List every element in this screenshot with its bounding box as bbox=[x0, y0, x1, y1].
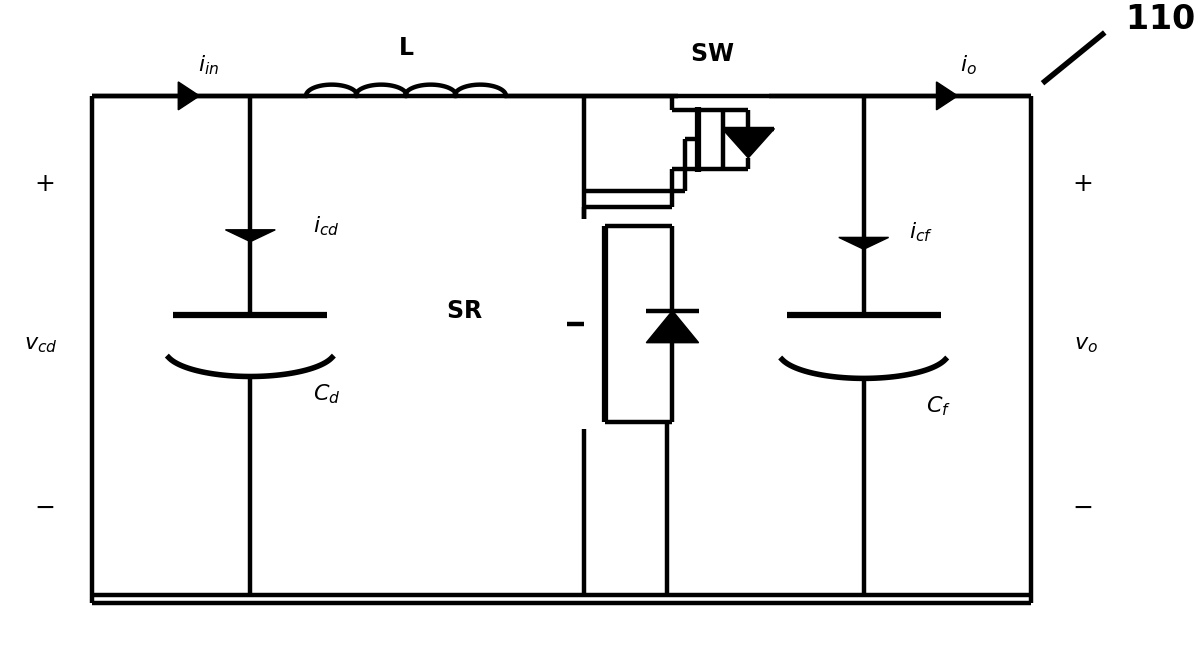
Text: $+$: $+$ bbox=[35, 173, 55, 196]
Text: $\mathbf{SR}$: $\mathbf{SR}$ bbox=[446, 299, 483, 323]
Polygon shape bbox=[646, 310, 698, 343]
Polygon shape bbox=[839, 237, 889, 250]
Text: $-$: $-$ bbox=[35, 496, 55, 519]
Text: $i_o$: $i_o$ bbox=[961, 54, 978, 77]
Text: $+$: $+$ bbox=[1072, 173, 1093, 196]
Text: $v_{cd}$: $v_{cd}$ bbox=[24, 333, 58, 355]
Polygon shape bbox=[722, 128, 774, 158]
Text: $\mathbf{SW}$: $\mathbf{SW}$ bbox=[690, 42, 734, 66]
Text: $i_{in}$: $i_{in}$ bbox=[198, 54, 219, 77]
Polygon shape bbox=[937, 82, 957, 110]
Text: $-$: $-$ bbox=[1072, 496, 1093, 519]
Text: $C_f$: $C_f$ bbox=[926, 395, 951, 419]
Text: $i_{cf}$: $i_{cf}$ bbox=[909, 221, 933, 244]
Polygon shape bbox=[225, 230, 276, 242]
Text: $i_{cd}$: $i_{cd}$ bbox=[313, 214, 339, 238]
Text: $v_o$: $v_o$ bbox=[1073, 333, 1097, 355]
Text: $\mathbf{L}$: $\mathbf{L}$ bbox=[398, 35, 415, 60]
Text: $\mathbf{110}$: $\mathbf{110}$ bbox=[1125, 3, 1196, 36]
Polygon shape bbox=[179, 82, 199, 110]
Text: $C_d$: $C_d$ bbox=[313, 382, 340, 405]
